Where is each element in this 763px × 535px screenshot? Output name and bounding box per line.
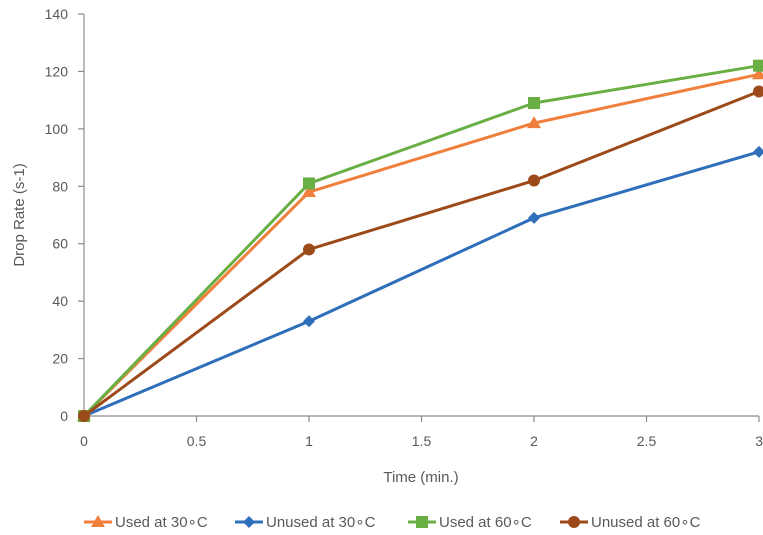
x-tick-label: 3: [755, 433, 763, 449]
legend-label: Unused at 60∘C: [591, 514, 701, 531]
x-tick-label: 1: [305, 433, 313, 449]
data-point: [303, 177, 315, 190]
series-line: [82, 72, 760, 418]
y-tick-label: 60: [52, 236, 68, 252]
y-tick-label: 120: [45, 63, 69, 79]
series-diamond: [78, 145, 763, 422]
data-point: [753, 59, 763, 72]
x-tick-label: 0: [80, 433, 88, 449]
y-axis: 0 20 40 60 80 100 120 140: [45, 6, 85, 424]
y-tick-label: 0: [60, 408, 68, 424]
legend-label: Unused at 30∘C: [266, 514, 376, 531]
y-axis-title: Drop Rate (s-1): [11, 163, 28, 266]
y-tick-label: 40: [52, 293, 68, 309]
x-tick-label: 1.5: [412, 433, 432, 449]
y-tick-label: 100: [45, 121, 69, 137]
series-line: [83, 90, 760, 418]
legend-marker: [568, 516, 580, 528]
y-tick-label: 20: [52, 351, 68, 367]
series-square: [78, 59, 763, 422]
legend-marker: [243, 516, 255, 528]
legend-marker: [91, 515, 105, 527]
x-tick-label: 2: [530, 433, 538, 449]
series-circle: [78, 85, 763, 422]
x-tick-label: 0.5: [187, 433, 207, 449]
legend-item: Unused at 60∘C: [560, 514, 701, 531]
data-point: [528, 97, 540, 110]
y-tick-label: 80: [52, 178, 68, 194]
legend-label: Used at 30∘C: [115, 514, 208, 531]
series-line: [83, 150, 760, 418]
series-layer: [77, 59, 763, 422]
data-point: [753, 85, 763, 98]
series-line: [82, 64, 760, 418]
x-tick-label: 2.5: [637, 433, 657, 449]
series-triangle: [77, 67, 763, 421]
data-point: [528, 174, 540, 187]
legend-label: Used at 60∘C: [439, 514, 532, 531]
x-axis-title: Time (min.): [383, 469, 458, 486]
data-point: [303, 243, 315, 256]
data-point: [528, 211, 540, 224]
data-point: [78, 410, 90, 422]
legend-item: Used at 30∘C: [84, 514, 208, 531]
x-axis: 0 0.5 1 1.5 2 2.5 3: [80, 415, 763, 449]
data-point: [302, 185, 316, 198]
legend: Used at 30∘C Unused at 30∘C Used at 60∘C Un…: [84, 514, 701, 531]
data-point: [303, 315, 315, 328]
legend-marker: [416, 516, 428, 528]
legend-item: Used at 60∘C: [408, 514, 532, 531]
y-tick-label: 140: [45, 6, 69, 22]
data-point: [753, 145, 763, 158]
legend-item: Unused at 30∘C: [235, 514, 376, 531]
data-point: [527, 116, 541, 129]
